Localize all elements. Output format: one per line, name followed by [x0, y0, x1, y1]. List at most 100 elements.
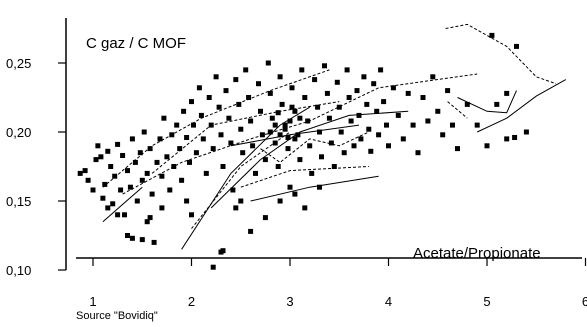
- data-point: [184, 135, 190, 140]
- data-point: [435, 108, 441, 114]
- data-point: [326, 115, 332, 121]
- x-tick-label: 3: [286, 294, 293, 309]
- data-point: [275, 110, 281, 116]
- data-point: [368, 148, 374, 154]
- data-point: [139, 237, 145, 243]
- data-point: [277, 198, 283, 204]
- data-point: [309, 170, 315, 176]
- data-point: [181, 108, 187, 114]
- data-point: [484, 143, 490, 149]
- data-point: [125, 168, 130, 174]
- data-point: [243, 67, 249, 73]
- data-point: [277, 74, 283, 80]
- data-point: [292, 108, 298, 114]
- data-point: [494, 101, 500, 107]
- data-point: [120, 153, 126, 158]
- data-point: [193, 150, 199, 156]
- data-point: [344, 67, 350, 73]
- data-point: [378, 67, 384, 73]
- data-point: [445, 88, 451, 94]
- data-point: [312, 77, 318, 83]
- data-point: [129, 136, 135, 142]
- data-point: [307, 143, 313, 149]
- data-point: [129, 235, 135, 241]
- data-point: [338, 129, 344, 135]
- data-point: [292, 191, 298, 197]
- data-point: [489, 32, 495, 38]
- data-point: [93, 157, 99, 163]
- data-point: [184, 198, 190, 204]
- data-point: [196, 85, 202, 91]
- data-point: [189, 99, 194, 105]
- data-point: [149, 191, 155, 197]
- data-point: [334, 79, 340, 85]
- data-point: [386, 143, 391, 149]
- data-point: [228, 140, 234, 146]
- trend-line-10: [447, 101, 468, 119]
- data-point: [287, 184, 293, 190]
- data-point: [381, 99, 387, 105]
- data-point: [354, 88, 360, 94]
- data-point: [253, 170, 258, 176]
- y-tick-label: 0,10: [6, 263, 31, 278]
- data-point: [262, 157, 268, 163]
- data-point: [265, 60, 271, 66]
- data-point: [216, 104, 222, 110]
- trend-line-6: [240, 166, 369, 188]
- trend-line-12: [445, 23, 557, 85]
- x-tick-label: 6: [582, 294, 587, 309]
- data-point: [371, 81, 377, 87]
- data-point: [206, 95, 212, 100]
- data-point: [324, 90, 330, 96]
- ticks-layer: 0,10 0,15 0,20 0,25 1 2 3 4 5 6: [6, 56, 587, 309]
- data-point: [361, 74, 367, 80]
- data-point: [331, 164, 337, 169]
- data-point: [250, 143, 256, 149]
- data-point: [289, 104, 295, 110]
- points-layer: [77, 32, 529, 270]
- data-point: [105, 148, 111, 154]
- data-point: [285, 135, 291, 140]
- trend-line-4: [191, 131, 291, 229]
- data-point: [147, 146, 153, 152]
- data-point: [218, 132, 224, 138]
- data-point: [198, 112, 204, 118]
- data-point: [390, 85, 396, 91]
- data-point: [400, 136, 406, 142]
- data-point: [105, 205, 111, 211]
- data-point: [317, 184, 322, 190]
- data-point: [285, 146, 291, 152]
- data-point: [161, 115, 167, 121]
- data-point: [356, 112, 362, 118]
- data-point: [504, 90, 510, 96]
- data-point: [512, 135, 518, 140]
- data-point: [226, 115, 232, 121]
- data-point: [315, 104, 321, 110]
- data-point: [514, 43, 519, 49]
- data-point: [108, 164, 114, 169]
- data-point: [258, 108, 263, 114]
- data-point: [110, 201, 116, 207]
- data-point: [267, 129, 273, 135]
- data-point: [358, 136, 364, 142]
- data-point: [415, 150, 421, 156]
- data-point: [248, 228, 254, 234]
- data-point: [279, 101, 285, 107]
- data-point: [159, 173, 165, 179]
- data-point: [200, 136, 206, 142]
- data-point: [100, 195, 106, 201]
- data-point: [455, 146, 460, 152]
- data-point: [259, 132, 265, 138]
- data-point: [208, 122, 214, 128]
- y-tick-label: 0,20: [6, 125, 31, 140]
- data-point: [425, 118, 431, 124]
- data-point: [159, 205, 165, 211]
- data-point: [137, 150, 143, 156]
- data-point: [77, 170, 83, 176]
- data-point: [167, 187, 173, 193]
- trend-line-13: [476, 79, 567, 133]
- data-point: [282, 126, 288, 132]
- data-point: [410, 122, 416, 128]
- data-point: [169, 132, 175, 138]
